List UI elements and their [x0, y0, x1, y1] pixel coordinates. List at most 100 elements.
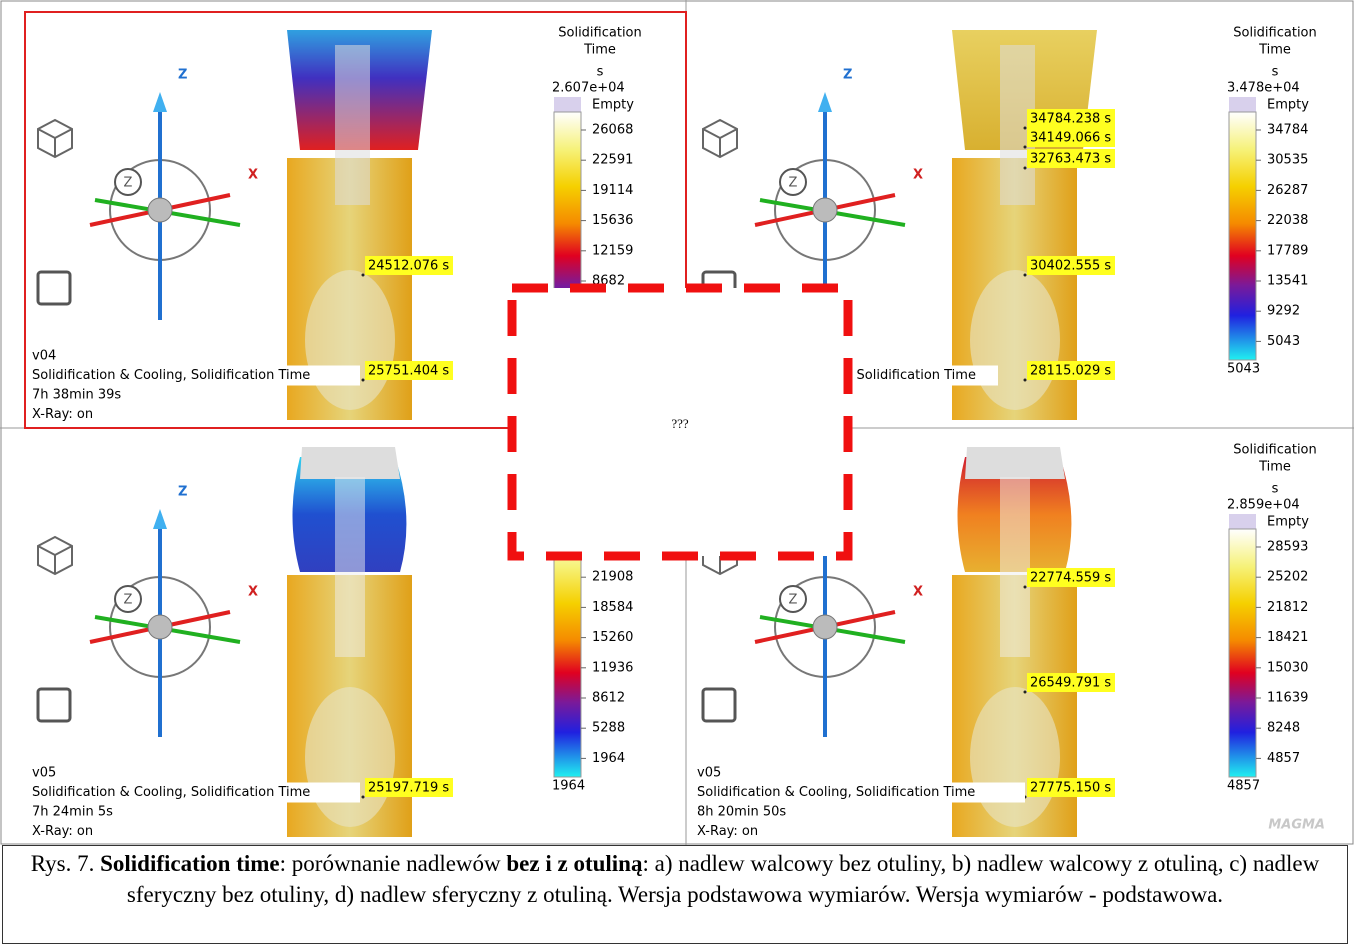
triad-view-label: Z — [124, 176, 133, 191]
triad-sphere — [813, 198, 837, 222]
info-text: 8h 20min 50s — [697, 805, 786, 820]
legend-title: Solidification — [1233, 443, 1317, 458]
frame-icon — [38, 689, 70, 721]
legend-min: 4857 — [1227, 779, 1260, 794]
legend-title: Time — [1258, 460, 1291, 475]
probe-label: 28115.029 s — [1030, 364, 1111, 379]
legend-tick-label: 9292 — [1267, 304, 1300, 319]
legend-tick-label: 12159 — [592, 243, 633, 258]
triad-sphere — [148, 615, 172, 639]
triad-x-label: X — [248, 585, 258, 600]
riser-top — [300, 447, 400, 479]
legend-title: Solidification — [558, 26, 642, 41]
legend-tick-label: 21812 — [1267, 600, 1308, 615]
legend-unit: s — [1272, 65, 1279, 80]
caption-segment: bez i z otuliną — [506, 851, 642, 876]
probe-point — [1024, 127, 1027, 130]
info-text: v05 — [32, 766, 56, 781]
triad-x-label: X — [913, 168, 923, 183]
view-cube-icon — [38, 537, 72, 574]
legend-max: 2.859e+04 — [1227, 498, 1300, 513]
overlay-text: ??? — [671, 416, 689, 431]
triad-sphere — [148, 198, 172, 222]
triad-z-label: Z — [178, 485, 187, 500]
legend-max: 2.607e+04 — [552, 81, 625, 96]
caption: Rys. 7. Solidification time: porównanie … — [2, 845, 1348, 944]
probe-point — [1024, 274, 1027, 277]
legend-colorbar — [1229, 529, 1256, 777]
probe-point — [1024, 379, 1027, 382]
legend-unit: s — [597, 65, 604, 80]
probe-point — [1024, 586, 1027, 589]
probe-label: 27775.150 s — [1030, 781, 1111, 796]
legend-tick-label: 11639 — [1267, 691, 1308, 706]
legend-tick-label: 5043 — [1267, 334, 1300, 349]
legend-tick-label: 28593 — [1267, 540, 1308, 555]
probe-label: 25751.404 s — [368, 364, 449, 379]
triad-z-label: Z — [178, 68, 187, 83]
legend-tick-label: 21908 — [592, 570, 633, 585]
probe-label: 26549.791 s — [1030, 676, 1111, 691]
caption-segment: Rys. 7. — [31, 851, 100, 876]
legend-tick-label: 30535 — [1267, 153, 1308, 168]
riser-neck — [1000, 477, 1030, 657]
frame-icon — [703, 689, 735, 721]
legend-title: Solidification — [1233, 26, 1317, 41]
info-text: X-Ray: on — [697, 824, 758, 839]
info-text: X-Ray: on — [32, 407, 93, 422]
legend-tick-label: 8612 — [592, 691, 625, 706]
legend-tick-label: 19114 — [592, 183, 633, 198]
probe-point — [1024, 146, 1027, 149]
legend-tick-label: 4857 — [1267, 751, 1300, 766]
legend-tick-label: 13541 — [1267, 274, 1308, 289]
legend-empty-label: Empty — [592, 98, 634, 113]
legend-tick-label: 18421 — [1267, 630, 1308, 645]
legend-tick-label: 22591 — [592, 153, 633, 168]
info-text: Solidification & Cooling, Solidification… — [32, 368, 310, 383]
legend-max: 3.478e+04 — [1227, 81, 1300, 96]
probe-label: 30402.555 s — [1030, 259, 1111, 274]
info-text: Solidification & Cooling, Solidification… — [32, 785, 310, 800]
legend-tick-label: 17789 — [1267, 243, 1308, 258]
probe-label: 34149.066 s — [1030, 131, 1111, 146]
probe-label: 32763.473 s — [1030, 152, 1111, 167]
info-text: X-Ray: on — [32, 824, 93, 839]
legend-colorbar — [554, 529, 581, 777]
legend-title: Time — [583, 43, 616, 58]
figure: ZXZSolidificationTimes2.607e+04Empty2606… — [0, 0, 1354, 845]
triad-x-label: X — [913, 585, 923, 600]
info-text: 7h 38min 39s — [32, 388, 121, 403]
legend-tick-label: 5288 — [592, 721, 625, 736]
legend-tick-label: 26287 — [1267, 183, 1308, 198]
legend-unit: s — [1272, 482, 1279, 497]
view-cube-icon — [38, 120, 72, 157]
legend-title: Time — [1258, 43, 1291, 58]
riser-neck — [335, 45, 370, 205]
logo: MAGMA — [1268, 818, 1325, 833]
info-text: v04 — [32, 349, 56, 364]
triad-sphere — [813, 615, 837, 639]
probe-point — [362, 379, 365, 382]
legend-empty-swatch — [1229, 514, 1256, 529]
legend-tick-label: 11936 — [592, 660, 633, 675]
page: {"panels": [ {"triad": {"z": "Z", "x": "… — [0, 0, 1354, 948]
caption-segment: : porównanie nadlewów — [280, 851, 507, 876]
casting-core — [970, 687, 1060, 827]
riser-neck — [335, 477, 365, 657]
legend-tick-label: 8248 — [1267, 721, 1300, 736]
triad-x-label: X — [248, 168, 258, 183]
casting-core — [305, 687, 395, 827]
probe-point — [362, 274, 365, 277]
probe-point — [1024, 691, 1027, 694]
legend-tick-label: 25202 — [1267, 570, 1308, 585]
casting-core — [305, 270, 395, 410]
triad-view-label: Z — [789, 593, 798, 608]
probe-label: 25197.719 s — [368, 781, 449, 796]
frame-icon — [38, 272, 70, 304]
triad-view-label: Z — [789, 176, 798, 191]
legend-tick-label: 22038 — [1267, 213, 1308, 228]
probe-label: 34784.238 s — [1030, 112, 1111, 127]
triad-z-arrow — [153, 509, 167, 529]
legend-tick-label: 15636 — [592, 213, 633, 228]
caption-segment: Solidification time — [100, 851, 280, 876]
